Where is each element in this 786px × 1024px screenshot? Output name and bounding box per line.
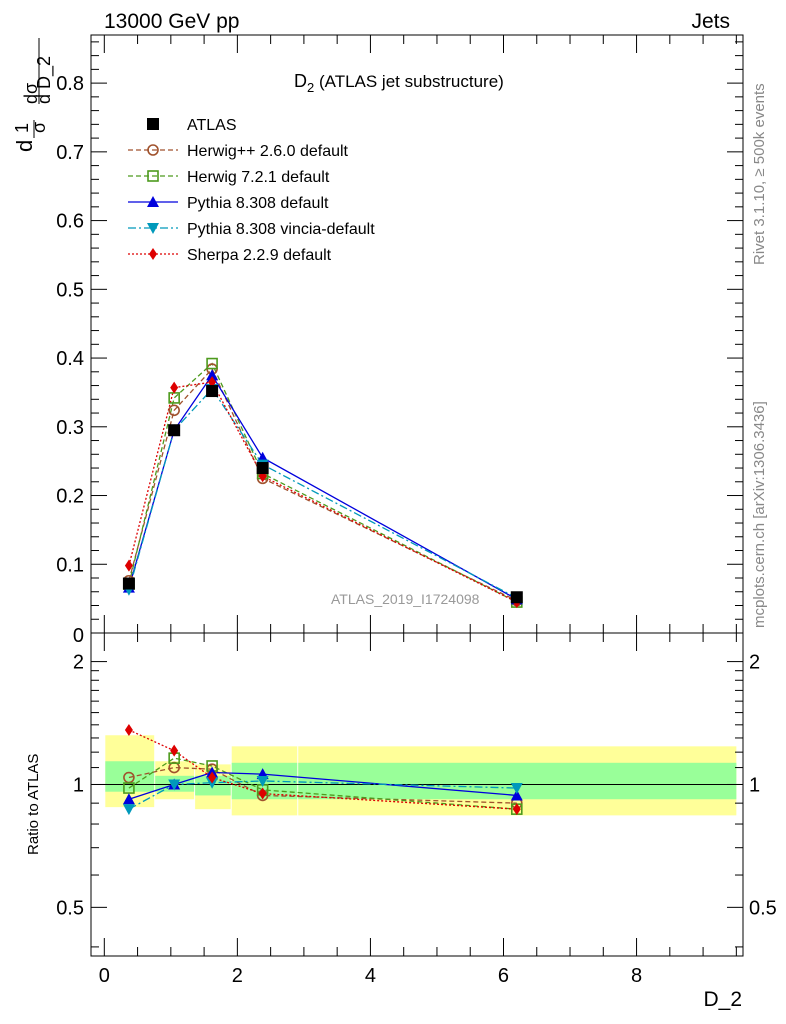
- ratio-point-5-2: [208, 771, 217, 784]
- main-point-0-2: [206, 385, 219, 398]
- ratio-point-3-0: [122, 793, 135, 805]
- header-jets: Jets: [691, 10, 730, 33]
- legend-label-4: Pythia 8.308 vincia-default: [187, 221, 375, 238]
- plot-title: D2 (ATLAS jet substructure): [294, 71, 504, 95]
- main-ytick-label: 0.7: [56, 142, 84, 164]
- xtick-label: 0: [99, 965, 110, 987]
- main-point-2-2: [206, 357, 218, 370]
- main-ytick-label: 0.6: [56, 211, 84, 233]
- xtick-label: 8: [631, 965, 642, 987]
- legend-label-5: Sherpa 2.2.9 default: [187, 247, 332, 264]
- ylabel-dD2: d D_2: [34, 56, 55, 104]
- main-line-3: [128, 374, 518, 600]
- ratio-point-5-0: [124, 723, 133, 736]
- main-point-0-4: [510, 591, 523, 604]
- main-y-axis: 0.1 0.2 0.3 0.4 0.5 0.6 0.7 0.8 0: [56, 41, 743, 647]
- main-line-5: [128, 381, 518, 603]
- x-axis-label: D_2: [703, 988, 742, 1011]
- main-ytick-label: 0.5: [56, 279, 84, 301]
- ratio-point-5-3: [258, 787, 267, 800]
- main-x-ticks: [103, 35, 737, 633]
- ratio-bands: [105, 735, 737, 816]
- legend-label-3: Pythia 8.308 default: [187, 195, 329, 212]
- legend: ATLAS Herwig++ 2.6.0 default Herwig 7.2.1 …: [128, 117, 375, 264]
- ratio-frame: [90, 632, 744, 957]
- ratio-ytick-label: 2: [73, 652, 84, 674]
- ratio-line-4: [128, 780, 517, 810]
- legend-label-0: ATLAS: [187, 117, 237, 134]
- main-ytick-label: 0.4: [56, 348, 84, 370]
- ylabel-d1: d: [12, 140, 37, 152]
- legend-label-2: Herwig 7.2.1 default: [187, 169, 330, 186]
- ylabel-dsigma: dσ: [21, 83, 41, 104]
- xtick-label: 6: [498, 965, 509, 987]
- ratio-point-4-0: [122, 804, 135, 816]
- ratio-point-4-3: [256, 775, 269, 787]
- main-ytick-label: 0.8: [56, 73, 84, 95]
- ylabel-sigma: σ: [29, 122, 49, 133]
- ylabel-one: 1: [12, 123, 32, 133]
- main-point-5-1: [170, 381, 179, 394]
- legend-marker-4: [147, 223, 159, 234]
- main-point-5-0: [124, 559, 133, 572]
- ratio-y-label: Ratio to ATLAS: [25, 754, 42, 855]
- rivet-label: Rivet 3.1.10, ≥ 500k events: [751, 83, 768, 265]
- ratio-ytick-label-right: 1: [749, 774, 760, 796]
- main-point-0-3: [256, 462, 269, 475]
- main-point-0-0: [122, 577, 135, 590]
- ratio-y-axis: 0.5 0.5 1 1 2 2: [56, 652, 777, 948]
- xtick-label: 4: [365, 965, 376, 987]
- legend-marker-1: [147, 144, 159, 156]
- ratio-ytick-label-right: 0.5: [749, 897, 777, 919]
- legend-marker-0: [147, 118, 159, 130]
- ratio-point-2-0: [123, 782, 135, 794]
- ratio-x-axis: 0 2 4 6 8: [99, 633, 737, 987]
- ratio-ytick-label-right: 2: [749, 652, 760, 674]
- main-series-lines: [128, 362, 518, 603]
- ratio-point-3-4: [510, 789, 523, 801]
- ratio-ytick-label: 1: [73, 774, 84, 796]
- ratio-point-5-4: [512, 803, 521, 816]
- main-y-label: d 1 σ dσ d D_2: [12, 38, 55, 152]
- ratio-point-4-1: [168, 779, 181, 791]
- header-energy: 13000 GeV pp: [104, 10, 239, 33]
- main-point-1-1: [168, 404, 180, 417]
- main-ytick-label: 0.3: [56, 417, 84, 439]
- main-point-0-1: [168, 424, 181, 437]
- ratio-series-markers: [122, 723, 523, 816]
- legend-marker-5: [149, 248, 157, 260]
- watermark: ATLAS_2019_I1724098: [331, 591, 480, 607]
- main-line-1: [128, 367, 518, 602]
- main-ytick-zero: 0: [73, 625, 84, 647]
- main-point-3-2: [206, 369, 219, 381]
- main-panel: 0.1 0.2 0.3 0.4 0.5 0.6 0.7 0.8 0 D2 (ATLAS jet …: [56, 34, 744, 647]
- mcplots-label: mcplots.cern.ch [arXiv:1306.3436]: [751, 401, 768, 628]
- main-series-markers: [122, 357, 523, 609]
- legend-marker-3: [147, 196, 159, 207]
- ratio-point-5-1: [170, 744, 179, 757]
- ratio-point-4-4: [510, 783, 523, 795]
- ratio-panel: 0.5 0.5 1 1 2 2 0 2 4 6 8 Ratio to ATLAS D_2: [25, 632, 777, 1011]
- main-ytick-label: 0.2: [56, 486, 84, 508]
- xtick-label: 2: [232, 965, 243, 987]
- legend-marker-2: [147, 170, 159, 182]
- main-ytick-label: 0.1: [56, 554, 84, 576]
- ratio-line-2: [128, 757, 517, 810]
- legend-label-1: Herwig++ 2.6.0 default: [187, 143, 349, 160]
- ratio-ytick-label: 0.5: [56, 897, 84, 919]
